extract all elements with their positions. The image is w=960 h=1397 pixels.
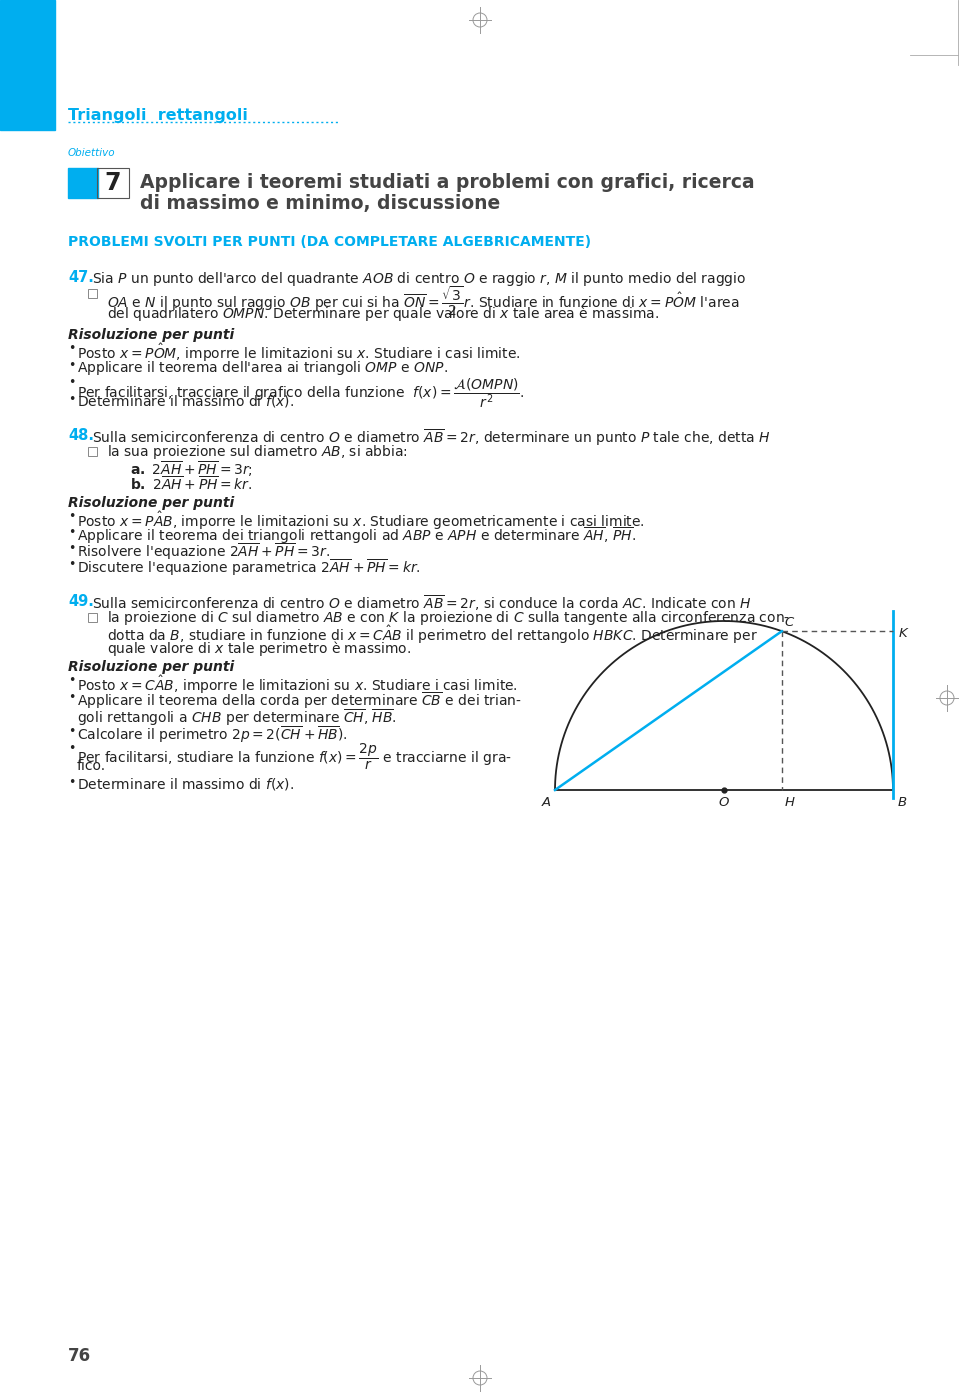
Text: Sulla semicirconferenza di centro $O$ e diametro $\overline{AB} = 2r$, determina: Sulla semicirconferenza di centro $O$ e … xyxy=(92,427,771,448)
Text: •: • xyxy=(68,510,76,522)
Text: $B$: $B$ xyxy=(897,796,907,809)
Text: Applicare il teorema della corda per determinare $\overline{CB}$ e dei trian-: Applicare il teorema della corda per det… xyxy=(77,692,522,711)
Text: •: • xyxy=(68,376,76,388)
Text: $O$: $O$ xyxy=(718,796,730,809)
Text: Posto $x = P\hat{A}B$, imporre le limitazioni su $x$. Studiare geometricamente i: Posto $x = P\hat{A}B$, imporre le limita… xyxy=(77,510,645,532)
Text: •: • xyxy=(68,557,76,571)
Text: 49.: 49. xyxy=(68,594,94,609)
Text: Posto $x = C\hat{A}B$, imporre le limitazioni su $x$. Studiare i casi limite.: Posto $x = C\hat{A}B$, imporre le limita… xyxy=(77,673,517,696)
Text: •: • xyxy=(68,359,76,372)
Text: 7: 7 xyxy=(105,170,121,196)
Text: $\mathbf{b.}$ $2\overline{AH} + \overline{PH} = kr$.: $\mathbf{b.}$ $2\overline{AH} + \overlin… xyxy=(130,475,252,493)
Text: Applicare il teorema dei triangoli rettangoli ad $ABP$ e $APH$ e determinare $\o: Applicare il teorema dei triangoli retta… xyxy=(77,527,636,546)
Bar xyxy=(0,0,55,130)
Text: goli rettangoli a $CHB$ per determinare $\overline{CH}$, $\overline{HB}$.: goli rettangoli a $CHB$ per determinare … xyxy=(77,708,396,728)
Text: $OA$ e $N$ il punto sul raggio $OB$ per cui si ha $\overline{ON} = \dfrac{\sqrt{: $OA$ e $N$ il punto sul raggio $OB$ per … xyxy=(107,285,739,319)
Text: la proiezione di $C$ sul diametro $AB$ e con $K$ la proiezione di $C$ sulla tang: la proiezione di $C$ sul diametro $AB$ e… xyxy=(107,609,790,627)
Text: •: • xyxy=(68,342,76,355)
Text: Risoluzione per punti: Risoluzione per punti xyxy=(68,328,234,342)
Text: Risoluzione per punti: Risoluzione per punti xyxy=(68,659,234,673)
Text: Obiettivo: Obiettivo xyxy=(68,148,115,158)
Text: 48.: 48. xyxy=(68,427,94,443)
Text: fico.: fico. xyxy=(77,759,107,773)
Text: la sua proiezione sul diametro $AB$, si abbia:: la sua proiezione sul diametro $AB$, si … xyxy=(107,443,408,461)
Text: Per facilitarsi, studiare la funzione $f(x) = \dfrac{2p}{r}$ e tracciarne il gra: Per facilitarsi, studiare la funzione $f… xyxy=(77,742,512,773)
Bar xyxy=(88,447,97,455)
Text: Determinare il massimo di $f(x)$.: Determinare il massimo di $f(x)$. xyxy=(77,393,294,409)
Text: •: • xyxy=(68,742,76,754)
Text: Applicare i teoremi studiati a problemi con grafici, ricerca: Applicare i teoremi studiati a problemi … xyxy=(140,173,755,193)
Text: Calcolare il perimetro $2p = 2(\overline{CH} + \overline{HB})$.: Calcolare il perimetro $2p = 2(\overline… xyxy=(77,725,348,746)
Text: •: • xyxy=(68,542,76,555)
Text: di massimo e minimo, discussione: di massimo e minimo, discussione xyxy=(140,194,500,214)
Text: Sia $P$ un punto dell'arco del quadrante $AOB$ di centro $O$ e raggio $r$, $M$ i: Sia $P$ un punto dell'arco del quadrante… xyxy=(92,270,746,288)
Text: •: • xyxy=(68,692,76,704)
Text: Applicare il teorema dell'area ai triangoli $OMP$ e $ONP$.: Applicare il teorema dell'area ai triang… xyxy=(77,359,448,377)
Text: $\mathbf{a.}$ $2\overline{AH} + \overline{PH} = 3r$;: $\mathbf{a.}$ $2\overline{AH} + \overlin… xyxy=(130,460,252,479)
Text: Sulla semicirconferenza di centro $O$ e diametro $\overline{AB} = 2r$, si conduc: Sulla semicirconferenza di centro $O$ e … xyxy=(92,594,752,613)
Bar xyxy=(88,289,97,298)
Text: del quadrilatero $OMPN$. Determinare per quale valore di $x$ tale area è massima: del quadrilatero $OMPN$. Determinare per… xyxy=(107,305,659,323)
Text: •: • xyxy=(68,725,76,738)
Text: PROBLEMI SVOLTI PER PUNTI (DA COMPLETARE ALGEBRICAMENTE): PROBLEMI SVOLTI PER PUNTI (DA COMPLETARE… xyxy=(68,235,591,249)
Text: $C$: $C$ xyxy=(783,616,795,629)
Bar xyxy=(88,613,97,622)
Text: •: • xyxy=(68,393,76,407)
Bar xyxy=(68,168,98,198)
Text: 76: 76 xyxy=(68,1347,91,1365)
Text: •: • xyxy=(68,527,76,539)
Text: 47.: 47. xyxy=(68,270,94,285)
Text: Risoluzione per punti: Risoluzione per punti xyxy=(68,496,234,510)
Text: Determinare il massimo di $f(x)$.: Determinare il massimo di $f(x)$. xyxy=(77,775,294,792)
Text: •: • xyxy=(68,673,76,687)
Text: $H$: $H$ xyxy=(783,796,796,809)
Text: quale valore di $x$ tale perimetro è massimo.: quale valore di $x$ tale perimetro è mas… xyxy=(107,638,411,658)
Text: Posto $x = P\hat{O}M$, imporre le limitazioni su $x$. Studiare i casi limite.: Posto $x = P\hat{O}M$, imporre le limita… xyxy=(77,342,520,365)
Text: Triangoli  rettangoli: Triangoli rettangoli xyxy=(68,108,248,123)
Bar xyxy=(97,168,129,198)
Text: $K$: $K$ xyxy=(898,627,909,640)
Text: Risolvere l'equazione $2\overline{AH} + \overline{PH} = 3r$.: Risolvere l'equazione $2\overline{AH} + … xyxy=(77,542,330,563)
Text: •: • xyxy=(68,775,76,789)
Text: dotta da $B$, studiare in funzione di $x = C\hat{A}B$ il perimetro del rettangol: dotta da $B$, studiare in funzione di $x… xyxy=(107,624,757,647)
Text: Discutere l'equazione parametrica $2\overline{AH} + \overline{PH} = kr$.: Discutere l'equazione parametrica $2\ove… xyxy=(77,557,420,578)
Text: $A$: $A$ xyxy=(541,796,552,809)
Text: Per facilitarsi, tracciare il grafico della funzione  $f(x) = \dfrac{\mathcal{A}: Per facilitarsi, tracciare il grafico de… xyxy=(77,376,524,409)
